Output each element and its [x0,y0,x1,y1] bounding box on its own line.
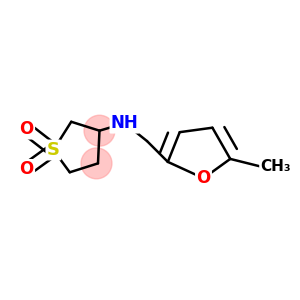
Text: S: S [47,141,60,159]
Circle shape [81,148,112,179]
Text: NH: NH [111,114,139,132]
Text: O: O [196,169,211,187]
Text: O: O [20,160,34,178]
Circle shape [84,115,115,146]
Text: CH₃: CH₃ [260,159,291,174]
Text: O: O [20,120,34,138]
